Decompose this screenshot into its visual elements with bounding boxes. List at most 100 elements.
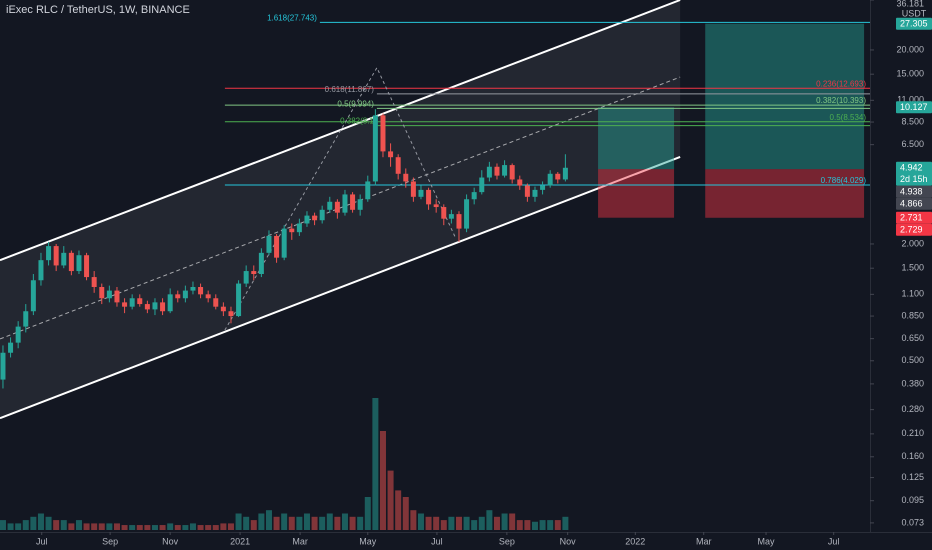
price-label-box [896, 211, 932, 224]
volume-bar [15, 523, 22, 530]
y-tick-label: 0.380 [901, 378, 924, 388]
x-tick-label: Sep [102, 536, 118, 546]
candle-body [167, 294, 173, 312]
candle-body [388, 151, 394, 158]
candle-body [471, 192, 477, 200]
volume-bar [235, 513, 242, 530]
y-tick-label: 0.073 [901, 517, 924, 527]
candle-body [479, 177, 485, 193]
volume-bar [417, 513, 424, 530]
volume-bar [68, 523, 75, 530]
y-tick-label: 0.160 [901, 451, 924, 461]
x-tick-label: Jul [431, 536, 443, 546]
volume-bar [159, 525, 166, 530]
candle-body [152, 302, 158, 310]
volume-bar [402, 497, 409, 530]
candle-body [456, 214, 462, 229]
volume-bar [440, 520, 447, 530]
candle-body [350, 194, 356, 210]
candle-body [99, 287, 105, 299]
candle-body [182, 290, 188, 299]
fib-label: 0.5(8.534) [830, 113, 867, 122]
volume-bar [45, 516, 52, 530]
x-tick-label: Mar [292, 536, 308, 546]
y-tick-label: 0.500 [901, 355, 924, 365]
volume-bar [60, 520, 67, 530]
price-label: 4.942 [900, 163, 923, 173]
candle-body [540, 185, 546, 190]
fib-label: 0.236(12.693) [816, 79, 866, 88]
volume-bar [121, 525, 128, 530]
volume-bar [53, 520, 60, 530]
candle-body [190, 287, 196, 291]
volume-bar [547, 520, 554, 530]
candle-body [327, 201, 333, 210]
candle-body [160, 302, 166, 312]
candle-body [137, 298, 143, 305]
position-profit [598, 107, 675, 170]
volume-bar [30, 516, 37, 530]
candle-body [0, 352, 6, 380]
volume-bar [455, 516, 462, 530]
candle-body [517, 179, 523, 186]
volume-bar [250, 520, 257, 530]
volume-bar [151, 525, 158, 530]
volume-bar [395, 490, 402, 530]
volume-bar [387, 470, 394, 530]
candle-body [524, 185, 530, 197]
channel-fill [0, 0, 681, 419]
candle-body [555, 173, 561, 180]
volume-bar [144, 525, 151, 530]
candle-body [509, 165, 515, 180]
price-label: 2.729 [900, 225, 923, 235]
candle-body [23, 311, 29, 327]
drawings: 1.618(27.743) 0.236(12.693) 0.382(10.393) 0… [0, 0, 870, 420]
position-loss [598, 169, 675, 218]
price-label: 27.305 [900, 19, 928, 29]
candle-body [213, 298, 219, 307]
candle-body [304, 215, 310, 224]
price-countdown: 2d 15h [900, 174, 928, 184]
volume-bar [258, 513, 265, 530]
volume-bar [296, 516, 303, 530]
volume-bar [220, 523, 227, 530]
volume-bar [509, 513, 516, 530]
price-label-box [896, 197, 932, 210]
volume-pane [0, 398, 569, 530]
volume-bar [265, 510, 272, 530]
price-label-box [896, 17, 932, 30]
y-tick-label: 2.000 [901, 238, 924, 248]
candle-body [380, 115, 386, 152]
y-tick-label: 0.095 [901, 495, 924, 505]
candle-body [433, 204, 439, 208]
volume-bar [433, 516, 440, 530]
price-label: 10.127 [900, 102, 928, 112]
volume-bar [37, 513, 44, 530]
fib-label: 0.382(10.393) [816, 96, 866, 105]
volume-bar [326, 513, 333, 530]
volume-bar [7, 523, 14, 530]
candle-body [15, 326, 21, 343]
price-label-box [896, 223, 932, 236]
volume-bar [471, 520, 478, 530]
y-tick-label: 20.000 [896, 44, 924, 54]
candle-body [494, 166, 500, 176]
candle-body [395, 157, 401, 174]
y-tick-label: 15.000 [896, 69, 924, 79]
volume-bar [463, 516, 470, 530]
volume-bar [182, 525, 189, 530]
candle-body [266, 235, 272, 253]
x-tick-label: Mar [696, 536, 712, 546]
y-tick-label: 6.500 [901, 139, 924, 149]
volume-bar [75, 520, 82, 530]
fib-label: 0.382(8.1 [340, 117, 374, 126]
candle-body [122, 302, 128, 307]
y-tick-label: 36.181 [896, 0, 924, 8]
position-profit [705, 23, 865, 170]
candle-body [274, 235, 280, 258]
candle-body [296, 223, 302, 233]
candle-body [532, 189, 538, 197]
candle-body [281, 228, 287, 258]
candle-body [319, 209, 325, 221]
